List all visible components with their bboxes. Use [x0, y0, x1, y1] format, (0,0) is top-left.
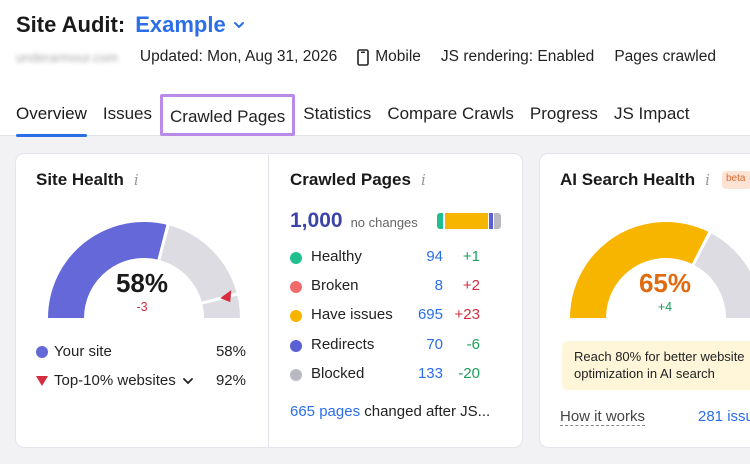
legend-top10[interactable]: Top-10% websites: [36, 372, 194, 389]
ai-issues-link[interactable]: 281 issues: [698, 408, 750, 425]
legend-your-site: Your site: [36, 343, 112, 360]
stack-segment-healthy: [437, 213, 443, 229]
notice-line-2: optimization in AI search: [574, 366, 715, 381]
row-count[interactable]: 8: [434, 277, 443, 294]
crawled-row-blocked[interactable]: Blocked 133 -20: [290, 365, 490, 385]
changed-pages-link[interactable]: 665 pages: [290, 403, 361, 420]
gauge-track-arc: [694, 233, 750, 318]
gauge-value-arc: [48, 222, 168, 318]
legend-top10-value: 92%: [215, 372, 246, 389]
legend-top10-label: Top-10% websites: [54, 372, 176, 389]
row-count[interactable]: 695: [417, 306, 443, 323]
info-icon[interactable]: i: [705, 171, 710, 189]
changed-pages-text: changed after JS...: [360, 403, 491, 420]
info-icon[interactable]: i: [420, 171, 426, 189]
chevron-down-icon[interactable]: [232, 18, 246, 32]
row-label: Broken: [311, 277, 359, 294]
status-dot: [290, 281, 302, 293]
site-health-value: 58%: [115, 268, 169, 298]
crawled-row-have-issues[interactable]: Have issues 695 +23: [290, 306, 490, 326]
tab-compare-crawls[interactable]: Compare Crawls: [387, 104, 514, 123]
domain-name: underarmour.com: [16, 49, 118, 65]
info-icon[interactable]: i: [133, 171, 139, 189]
row-diff: +23: [454, 306, 480, 323]
tab-progress[interactable]: Progress: [529, 104, 598, 123]
tab-statistics[interactable]: Statistics: [303, 104, 372, 123]
crawled-pages-title-text: Crawled Pages: [290, 170, 411, 189]
tab-issues[interactable]: Issues: [102, 104, 152, 123]
page-title: Site Audit:: [16, 12, 126, 37]
notice-line-1: Reach 80% for better website: [574, 349, 745, 364]
stack-segment-redirects: [488, 213, 493, 229]
ai-search-gauge: [570, 221, 750, 318]
ai-search-delta: +4: [657, 300, 673, 314]
row-label: Healthy: [311, 248, 362, 265]
tab-js-impact[interactable]: JS Impact: [613, 104, 690, 123]
beta-badge: beta: [722, 171, 750, 189]
crawled-row-broken[interactable]: Broken 8 +2: [290, 277, 490, 297]
row-diff: +2: [462, 277, 480, 294]
gauge-separator: [157, 223, 170, 262]
legend-your-site-label: Your site: [54, 343, 112, 360]
row-diff: -6: [466, 336, 480, 353]
audit-meta: underarmour.com Updated: Mon, Aug 31, 20…: [16, 48, 736, 66]
overview-card: [16, 154, 522, 447]
gauge-value-arc: [570, 221, 710, 318]
ai-search-title-text: AI Search Health: [560, 170, 696, 189]
changed-after-js: 665 pages changed after JS...: [290, 403, 490, 420]
ai-optimization-notice: Reach 80% for better website optimizatio…: [562, 341, 750, 390]
ai-search-value: 65%: [638, 268, 692, 298]
crawled-total[interactable]: 1,000: [290, 209, 343, 232]
row-label: Have issues: [311, 306, 393, 323]
gauge-separator: [691, 230, 712, 267]
crawled-row-redirects[interactable]: Redirects 70 -6: [290, 336, 490, 356]
mobile-icon: [357, 48, 370, 66]
title-row: Site Audit: Example: [16, 12, 246, 38]
card-divider: [268, 154, 269, 447]
crawled-total-row: 1,000 no changes: [290, 209, 418, 233]
how-it-works-link[interactable]: How it works: [560, 408, 646, 426]
tab-overview[interactable]: Overview: [0, 100, 95, 137]
row-label: Blocked: [311, 365, 365, 382]
top10-marker-icon: [36, 375, 48, 386]
js-rendering-status: JS rendering: Enabled: [440, 48, 595, 65]
top10-marker: [220, 290, 232, 303]
tab-crawled-pages[interactable]: Crawled Pages: [160, 94, 296, 136]
top10-divider: [201, 292, 238, 305]
status-dot: [290, 252, 302, 264]
stack-segment-broken: [442, 213, 444, 229]
project-selector[interactable]: Example: [135, 12, 226, 37]
device-label: Mobile: [375, 48, 421, 65]
legend-your-site-value: 58%: [215, 343, 246, 360]
status-dot: [290, 340, 302, 352]
site-health-title: Site Health i: [36, 170, 139, 190]
row-count[interactable]: 94: [426, 248, 443, 265]
chevron-down-icon[interactable]: [182, 375, 194, 387]
crawled-stack-bar: [437, 213, 501, 229]
your-site-dot: [36, 345, 48, 358]
row-label: Redirects: [311, 336, 375, 353]
pages-crawled: Pages crawled: [614, 48, 716, 65]
stack-segment-have-issues: [443, 213, 489, 229]
status-dot: [290, 369, 302, 381]
row-diff: +1: [462, 248, 480, 265]
status-dot: [290, 310, 302, 322]
crawled-total-note: no changes: [350, 215, 418, 230]
tab-bar: Overview Issues Crawled Pages Statistics…: [0, 94, 698, 137]
updated-date: Updated: Mon, Aug 31, 2026: [139, 48, 338, 65]
row-count[interactable]: 70: [426, 336, 443, 353]
row-count[interactable]: 133: [417, 365, 443, 382]
ai-search-title: AI Search Health i: [560, 170, 710, 190]
gauge-track-arc: [160, 225, 240, 318]
site-health-delta: -3: [136, 300, 148, 314]
device-type: Mobile: [357, 48, 421, 66]
crawled-pages-title: Crawled Pages i: [290, 170, 426, 190]
site-health-gauge: [48, 222, 240, 318]
stack-segment-blocked: [492, 213, 501, 229]
site-health-title-text: Site Health: [36, 170, 124, 189]
page-header: Site Audit: Example underarmour.com Upda…: [0, 0, 750, 137]
crawled-row-healthy[interactable]: Healthy 94 +1: [290, 248, 490, 268]
row-diff: -20: [458, 365, 480, 382]
